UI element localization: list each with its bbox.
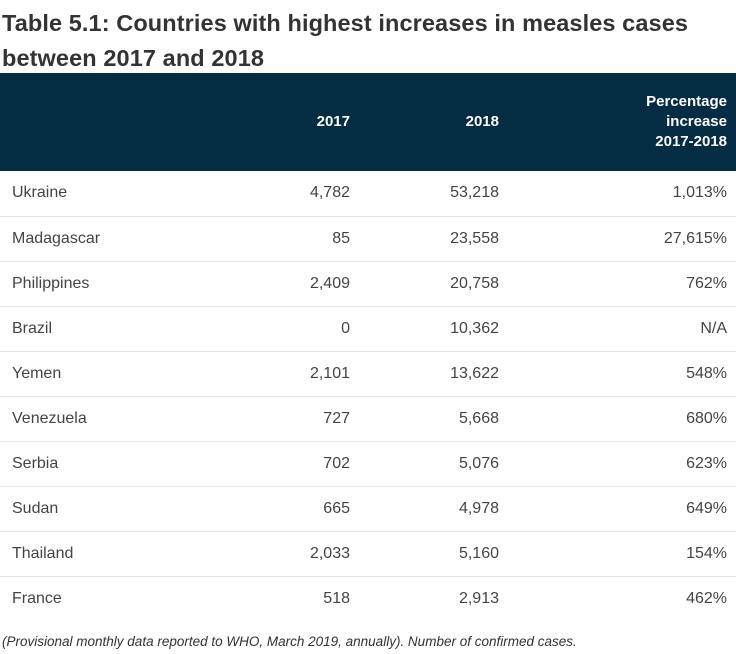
header-pct-line-1: Percentage [646, 93, 727, 110]
cell-country: Madagascar [12, 229, 101, 247]
cell-pct: 649% [686, 499, 727, 517]
table-row: Thailand 2,033 5,160 154% [0, 531, 736, 576]
cell-country: Brazil [12, 319, 53, 337]
table-footnote: (Provisional monthly data reported to WH… [2, 634, 577, 649]
header-country [0, 73, 200, 171]
cell-country: Yemen [12, 364, 62, 382]
cell-pct: 623% [686, 454, 727, 472]
cell-pct: 762% [686, 274, 727, 292]
cell-2018: 23,558 [450, 229, 499, 247]
cell-2018: 5,668 [458, 409, 499, 427]
cell-pct: N/A [700, 319, 727, 337]
cell-2017: 2,409 [309, 274, 350, 292]
cell-2017: 2,101 [309, 364, 350, 382]
cell-2017: 665 [323, 499, 350, 517]
cell-country: Venezuela [12, 409, 87, 427]
cell-pct: 1,013% [672, 184, 727, 202]
cell-2017: 85 [332, 229, 350, 247]
cell-2017: 2,033 [309, 544, 350, 562]
table-row: Venezuela 727 5,668 680% [0, 396, 736, 441]
cell-pct: 680% [686, 409, 727, 427]
table-title: Table 5.1: Countries with highest increa… [2, 10, 689, 71]
table-row: Yemen 2,101 13,622 548% [0, 351, 736, 396]
cell-pct: 154% [686, 544, 727, 562]
table-row: Philippines 2,409 20,758 762% [0, 261, 736, 306]
cell-2018: 13,622 [450, 364, 499, 382]
cell-country: Philippines [12, 274, 90, 292]
measles-cases-table: 2017 2018 Percentage increase 2017-2018 … [0, 73, 736, 621]
table-row: Madagascar 85 23,558 27,615% [0, 216, 736, 261]
cell-pct: 27,615% [663, 229, 727, 247]
cell-2018: 5,076 [458, 454, 499, 472]
cell-2017: 727 [323, 409, 350, 427]
header-percentage-increase: Percentage increase 2017-2018 [499, 73, 736, 171]
cell-2017: 702 [323, 454, 350, 472]
table-row: France 518 2,913 462% [0, 576, 736, 621]
header-2017: 2017 [316, 113, 350, 130]
cell-2018: 20,758 [450, 274, 499, 292]
cell-country: Thailand [12, 544, 74, 562]
cell-country: France [12, 589, 62, 607]
cell-2018: 2,913 [458, 589, 499, 607]
table-row: Serbia 702 5,076 623% [0, 441, 736, 486]
header-pct-line-2: increase [666, 113, 727, 130]
table-row: Ukraine 4,782 53,218 1,013% [0, 171, 736, 216]
cell-2018: 5,160 [458, 544, 499, 562]
cell-2017: 518 [323, 589, 350, 607]
cell-country: Serbia [12, 454, 59, 472]
cell-pct: 462% [686, 589, 727, 607]
cell-pct: 548% [686, 364, 727, 382]
cell-2018: 53,218 [450, 184, 499, 202]
header-pct-line-3: 2017-2018 [655, 133, 727, 150]
cell-2017: 0 [341, 319, 350, 337]
table-header-row: 2017 2018 Percentage increase 2017-2018 [0, 73, 736, 171]
cell-2018: 10,362 [450, 319, 499, 337]
cell-2017: 4,782 [309, 184, 350, 202]
cell-2018: 4,978 [458, 499, 499, 517]
header-2018: 2018 [465, 113, 499, 130]
table-row: Sudan 665 4,978 649% [0, 486, 736, 531]
cell-country: Ukraine [12, 184, 68, 202]
table-row: Brazil 0 10,362 N/A [0, 306, 736, 351]
cell-country: Sudan [12, 499, 59, 517]
